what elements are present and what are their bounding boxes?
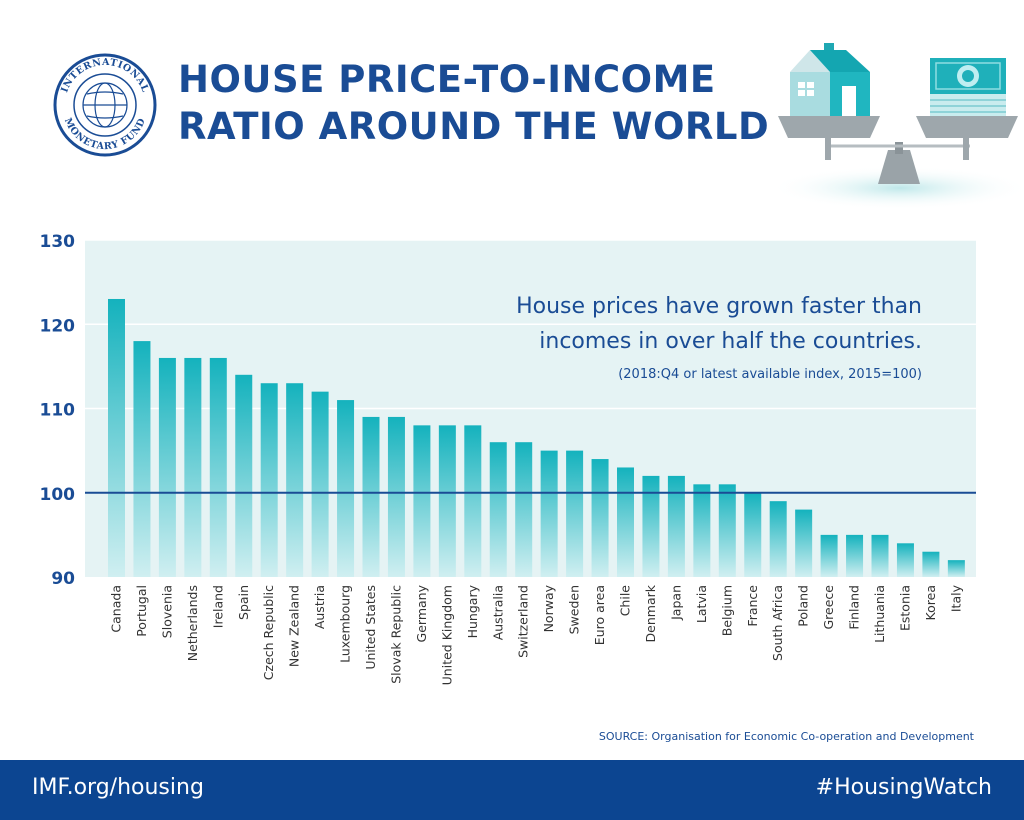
x-tick-label: France <box>745 585 760 627</box>
bar <box>387 416 405 577</box>
x-tick-label: Portugal <box>134 585 149 637</box>
bar <box>438 425 456 577</box>
right-pan-icon <box>916 116 1018 138</box>
imf-logo: INTERNATIONAL MONETARY FUND <box>53 53 157 157</box>
bar <box>158 357 176 577</box>
y-axis-ticks: 130 120 110 100 90 <box>40 232 76 589</box>
x-tick-label: Spain <box>236 585 251 620</box>
bar <box>718 484 736 577</box>
svg-text:INTERNATIONAL: INTERNATIONAL <box>59 57 150 94</box>
bar <box>311 391 329 577</box>
y-tick-label: 120 <box>40 316 76 336</box>
bar <box>922 551 940 577</box>
source-note: SOURCE: Organisation for Economic Co-ope… <box>599 730 975 742</box>
x-tick-label: Chile <box>618 585 633 617</box>
x-tick-label: Italy <box>948 584 963 612</box>
bar <box>591 459 609 577</box>
footer-hashtag[interactable]: #HousingWatch <box>815 775 992 800</box>
x-tick-label: Sweden <box>567 585 582 634</box>
bar <box>693 484 711 577</box>
title-line-2: RATIO AROUND THE WORLD <box>178 105 770 148</box>
y-tick-label: 130 <box>40 232 76 252</box>
x-tick-label: United States <box>363 585 378 670</box>
bar <box>769 501 787 577</box>
page-title: HOUSE PRICE-TO-INCOME RATIO AROUND THE W… <box>178 56 769 150</box>
bar <box>286 383 304 577</box>
gridlines <box>85 239 976 410</box>
x-tick-label: Ireland <box>210 585 225 628</box>
bar <box>896 543 914 577</box>
bar <box>362 416 380 577</box>
bar <box>871 534 889 577</box>
scale-base-icon <box>878 150 920 184</box>
x-tick-label: Norway <box>541 584 556 632</box>
bar <box>235 374 253 577</box>
y-tick-label: 100 <box>40 485 76 505</box>
house-money-scale-illustration <box>770 43 1024 210</box>
x-tick-label: Hungary <box>465 584 480 638</box>
x-tick-label: Greece <box>821 585 836 630</box>
bar <box>795 509 813 577</box>
x-tick-label: Korea <box>923 585 938 620</box>
bar <box>846 534 864 577</box>
x-tick-label: Czech Republic <box>261 585 276 680</box>
x-tick-label: Slovenia <box>159 585 174 638</box>
bar <box>260 383 278 577</box>
bar <box>337 400 355 577</box>
bar <box>744 492 762 577</box>
x-tick-label: Latvia <box>694 585 709 623</box>
bar <box>642 475 660 577</box>
bar <box>617 467 634 577</box>
x-axis-labels: Canada Portugal Slovenia Netherlands Ireland… <box>109 584 964 685</box>
annotation-line-2: incomes in over half the countries. <box>539 329 922 354</box>
x-tick-label: Japan <box>668 585 683 621</box>
x-tick-label: Netherlands <box>185 585 200 661</box>
bar-chart: 130 120 110 100 90 Canada Portugal Slovenia Net… <box>40 232 976 742</box>
bar <box>464 425 482 577</box>
title-line-1: HOUSE PRICE-TO-INCOME <box>178 58 716 101</box>
bars <box>108 298 965 577</box>
x-tick-label: Luxembourg <box>338 585 353 663</box>
bar <box>489 442 507 577</box>
x-tick-label: United Kingdom <box>439 585 454 685</box>
bar <box>133 341 151 577</box>
x-tick-label: Slovak Republic <box>388 585 403 684</box>
footer-link[interactable]: IMF.org/housing <box>32 775 204 800</box>
x-tick-label: Finland <box>847 585 862 630</box>
x-tick-label: New Zealand <box>287 585 302 667</box>
bar <box>566 450 584 577</box>
bar <box>209 357 227 577</box>
x-tick-label: Germany <box>414 584 429 642</box>
bar <box>667 475 685 577</box>
y-tick-label: 110 <box>40 401 76 421</box>
x-tick-label: Canada <box>109 585 124 633</box>
bar <box>820 534 838 577</box>
x-tick-label: Belgium <box>719 585 734 636</box>
annotation-line-1: House prices have grown faster than <box>516 294 922 319</box>
x-tick-label: Poland <box>796 585 811 627</box>
bar <box>540 450 558 577</box>
footer-bar: IMF.org/housing #HousingWatch <box>0 760 1024 820</box>
annotation-note: (2018:Q4 or latest available index, 2015… <box>618 367 922 382</box>
x-tick-label: Euro area <box>592 585 607 645</box>
globe-icon <box>82 82 128 128</box>
x-tick-label: Austria <box>312 585 327 629</box>
x-tick-label: Switzerland <box>516 585 531 658</box>
x-tick-label: Lithuania <box>872 585 887 643</box>
bar <box>947 560 965 577</box>
left-pan-icon <box>778 116 880 138</box>
bar <box>413 425 431 577</box>
x-tick-label: South Africa <box>770 585 785 661</box>
x-tick-label: Australia <box>490 585 505 640</box>
x-tick-label: Denmark <box>643 584 658 642</box>
bar <box>108 298 125 577</box>
bar <box>184 357 202 577</box>
house-icon <box>790 43 870 116</box>
money-stack-icon <box>930 58 1006 116</box>
svg-text:MONETARY FUND: MONETARY FUND <box>62 116 148 152</box>
x-tick-label: Estonia <box>897 585 912 631</box>
y-tick-label: 90 <box>51 569 75 589</box>
bar <box>515 442 533 577</box>
